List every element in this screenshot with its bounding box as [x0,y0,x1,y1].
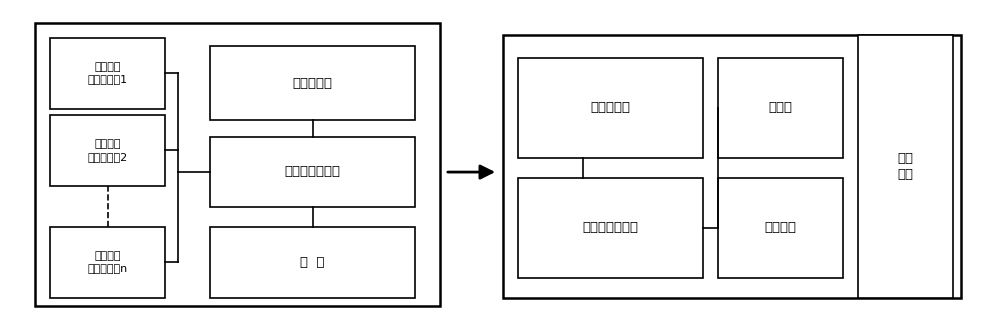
Bar [503,35,961,298]
Text: 嵌入式微电脑一: 嵌入式微电脑一 [285,165,340,178]
Bar [50,115,165,186]
Bar [518,178,703,278]
Bar [210,46,415,120]
Bar [210,227,415,298]
Bar [718,58,843,158]
Bar [50,38,165,109]
Text: 通讯
接口: 通讯 接口 [898,152,914,181]
Bar [518,58,703,158]
Bar [858,35,953,298]
Text: 一线总线
温度变送器2: 一线总线 温度变送器2 [87,139,128,162]
Text: 一线总线
温度变送器n: 一线总线 温度变送器n [87,251,128,274]
Text: 电  源: 电 源 [300,256,325,269]
Text: 蓝牙发送器: 蓝牙发送器 [292,77,332,89]
Text: 嵌入式微电脑二: 嵌入式微电脑二 [582,221,639,234]
Text: 蓝牙接收器: 蓝牙接收器 [590,101,631,114]
Text: 开关电源: 开关电源 [765,221,796,234]
Bar [210,137,415,207]
Text: 显示器: 显示器 [768,101,792,114]
Bar [50,227,165,298]
Bar [718,178,843,278]
Bar [35,23,440,306]
Text: 一线总线
温度变送器1: 一线总线 温度变送器1 [87,62,128,85]
